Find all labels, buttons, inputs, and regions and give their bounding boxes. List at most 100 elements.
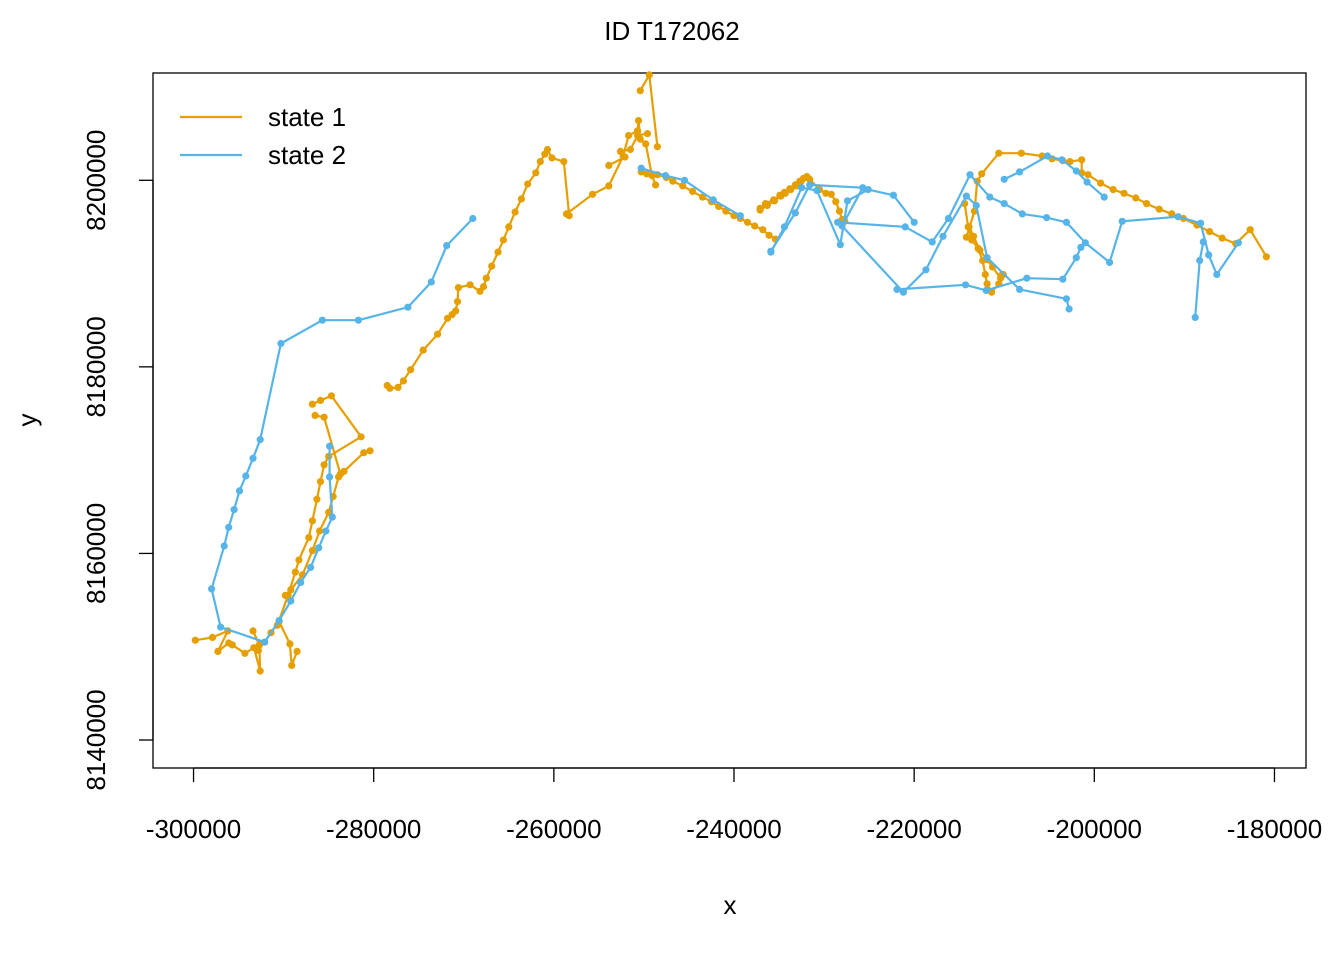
y-axis-title: y	[12, 414, 42, 427]
track-point	[328, 513, 336, 521]
track-point	[1083, 178, 1091, 186]
track-point	[1191, 313, 1199, 321]
track-point	[316, 478, 325, 486]
track-point	[399, 377, 407, 385]
x-tick-label: -220000	[866, 814, 961, 844]
track-point	[645, 71, 653, 79]
track-point	[308, 517, 316, 525]
track-point	[287, 597, 295, 605]
track-point	[191, 636, 199, 644]
track-point	[669, 177, 677, 185]
track-point	[698, 193, 707, 201]
track-point	[797, 178, 805, 186]
track-point	[1199, 238, 1207, 246]
series-1	[191, 71, 1270, 675]
track-point	[407, 366, 415, 374]
track-point	[1059, 275, 1067, 283]
track-point	[360, 449, 368, 457]
track-point	[443, 242, 451, 250]
track-point	[1120, 189, 1128, 197]
track-point	[1106, 258, 1114, 266]
track-point	[689, 187, 697, 196]
track-point	[1206, 228, 1214, 236]
track-point	[1058, 156, 1066, 164]
track-point	[454, 284, 462, 292]
track-point	[995, 149, 1003, 157]
track-point	[864, 186, 872, 194]
track-point	[1262, 253, 1270, 261]
track-point	[643, 130, 652, 138]
track-point	[981, 270, 989, 279]
track-point	[901, 223, 909, 231]
track-point	[679, 182, 687, 190]
track-point	[315, 544, 323, 552]
track-point	[524, 180, 532, 188]
track-point	[335, 473, 343, 481]
track-point	[899, 288, 908, 296]
track-point	[256, 667, 264, 675]
track-point	[767, 247, 775, 255]
track-point	[1077, 243, 1085, 251]
track-point	[295, 556, 303, 564]
track-point	[291, 568, 299, 576]
track-point	[1132, 194, 1140, 202]
track-point	[642, 140, 650, 148]
track-point	[787, 186, 795, 194]
track-point	[709, 196, 717, 204]
track-point	[978, 170, 986, 178]
track-point	[966, 171, 974, 179]
track-point	[1065, 305, 1073, 313]
track-point	[859, 184, 867, 192]
track-point	[249, 627, 257, 635]
track-point	[962, 192, 971, 200]
track-point	[480, 283, 488, 291]
track-point	[256, 436, 264, 444]
track-point	[982, 286, 990, 294]
track-point	[320, 461, 328, 469]
track-point	[1196, 256, 1204, 265]
track-point	[1000, 200, 1008, 208]
track-point	[939, 232, 947, 240]
track-point	[843, 197, 852, 205]
track-point	[318, 316, 326, 324]
track-point	[316, 527, 324, 535]
track-point	[225, 523, 233, 531]
track-point	[636, 87, 644, 95]
track-point	[560, 158, 568, 166]
track-point	[643, 170, 651, 178]
chart-title: ID T172062	[604, 16, 739, 46]
track-point	[249, 454, 257, 462]
track-point	[536, 158, 544, 166]
track-point	[1017, 149, 1025, 157]
track-point	[1205, 251, 1213, 259]
track-point	[308, 547, 316, 555]
track-point	[1081, 239, 1089, 247]
track-point	[835, 207, 844, 215]
track-point	[242, 472, 250, 480]
track-point	[634, 131, 642, 140]
track-point	[976, 246, 984, 254]
track-point	[983, 254, 991, 262]
track-point	[511, 208, 519, 216]
y-tick-label: 8160000	[81, 503, 111, 604]
legend-label: state 2	[268, 140, 346, 170]
track-point	[482, 274, 490, 282]
track-point	[453, 298, 462, 306]
track-point	[532, 169, 540, 177]
track-point	[548, 154, 556, 162]
track-point	[1213, 270, 1221, 279]
track-point	[621, 153, 629, 161]
y-axis: 8140000 8160000 8180000 8200000	[81, 130, 154, 791]
track-point	[1234, 239, 1242, 247]
y-tick-label: 8180000	[81, 316, 111, 417]
track-point	[1072, 254, 1080, 262]
data-layer	[191, 71, 1270, 675]
track-point	[1016, 285, 1024, 293]
track-point	[680, 176, 689, 184]
track-point	[616, 147, 625, 155]
x-axis: -300000 -280000 -260000 -240000 -220000 -2000…	[146, 767, 1322, 844]
track-point	[235, 487, 244, 495]
legend-label: state 1	[268, 102, 346, 132]
track-point	[1043, 214, 1051, 222]
